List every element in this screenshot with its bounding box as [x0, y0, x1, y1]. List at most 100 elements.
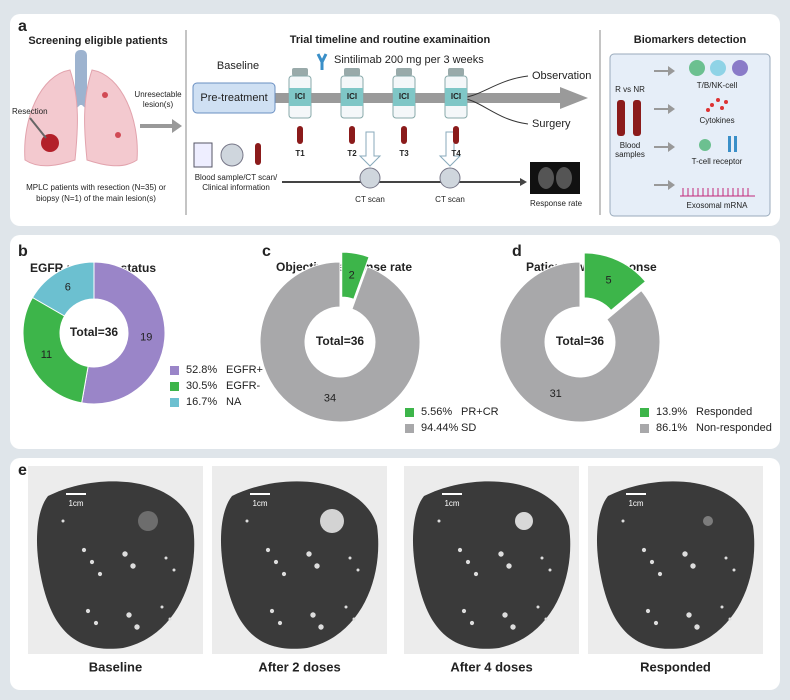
slice: [22, 296, 89, 404]
legend-swatch: [170, 366, 179, 375]
slice: [341, 251, 370, 300]
ct-vessel: [134, 624, 140, 630]
ct-vessel: [97, 571, 103, 577]
label: Unresectable: [134, 90, 182, 99]
ct-vessel: [89, 559, 95, 565]
tube: [633, 100, 641, 136]
ct-vessel: [649, 559, 655, 565]
ct-vessel: [81, 547, 87, 553]
ct-vessel: [732, 568, 736, 572]
label: Blood: [620, 141, 640, 150]
legend-label: Responded: [696, 406, 752, 418]
legend-percent: 94.44%: [421, 422, 459, 434]
ct-vessel: [348, 556, 352, 560]
legend-label: NA: [226, 396, 242, 408]
ct-icon: [439, 167, 461, 189]
section-title: Screening eligible patients: [28, 35, 167, 47]
ct-lung: [596, 481, 755, 649]
panel-letter: e: [18, 462, 27, 479]
ct-vessel: [657, 571, 663, 577]
vials: ICI T1 ICI T2 ICI T3 ICI T4: [288, 68, 468, 158]
timeline-arrow: [275, 87, 588, 109]
section-title: Trial timeline and routine examinaition: [290, 34, 491, 46]
ct-vessel: [281, 571, 287, 577]
label: CT scan: [435, 195, 465, 204]
ct-vessel: [277, 620, 283, 626]
ct-vessel: [273, 559, 279, 565]
down-arrows: [358, 131, 462, 167]
label: MPLC patients with resection (N=35) or: [26, 183, 166, 192]
legend-swatch: [405, 408, 414, 417]
label: Sintilimab 200 mg per 3 weeks: [334, 54, 484, 66]
vial-text: ICI: [451, 92, 461, 101]
label: Cytokines: [699, 116, 734, 125]
legend-swatch: [640, 408, 649, 417]
value-label: 5: [605, 275, 611, 287]
slice: [499, 261, 661, 423]
legend-percent: 16.7%: [186, 396, 217, 408]
slice: [81, 261, 166, 405]
ct-lesion: [515, 512, 533, 530]
tube: [401, 126, 407, 144]
vial-text: ICI: [347, 92, 357, 101]
box: [609, 53, 771, 217]
legend-percent: 86.1%: [656, 422, 687, 434]
ct-vessel: [465, 559, 471, 565]
legend-percent: 30.5%: [186, 380, 217, 392]
label: Pre-treatment: [200, 92, 267, 104]
ct-image-icon: [530, 162, 580, 194]
ct-vessel: [164, 556, 168, 560]
label: lesion(s): [143, 100, 174, 109]
legend-label: EGFR-: [226, 380, 261, 392]
image-label: Responded: [640, 659, 711, 674]
vial-label: [341, 88, 363, 106]
label: Resection: [12, 107, 48, 116]
panel-letter: a: [18, 18, 27, 35]
ct-vessel: [269, 608, 275, 614]
panel-letter: b: [18, 243, 28, 260]
vial-cap: [448, 68, 464, 76]
scale-label: 1cm: [252, 499, 267, 508]
tube: [453, 126, 459, 144]
value-label: 34: [324, 393, 336, 405]
antibody-icon: [316, 53, 328, 70]
ct-vessel: [344, 605, 348, 609]
ct-vessel: [540, 556, 544, 560]
ct-vessel: [473, 571, 479, 577]
ct-vessel: [352, 617, 356, 621]
ct-vessel: [245, 519, 249, 523]
cell-icons: [689, 60, 748, 152]
vial-label: [289, 88, 311, 106]
scale-label: 1cm: [628, 499, 643, 508]
value-label: 11: [41, 349, 52, 361]
label: Exosomal mRNA: [687, 201, 749, 210]
ct-vessel: [498, 551, 504, 557]
legend-percent: 52.8%: [186, 364, 217, 376]
label: Surgery: [532, 118, 571, 130]
legend-swatch: [640, 424, 649, 433]
vial-cap: [396, 68, 412, 76]
ct-icon: [359, 167, 381, 189]
timepoint: T3: [399, 149, 409, 158]
center-label: Total=36: [316, 334, 364, 348]
vial-text: ICI: [295, 92, 305, 101]
legend-label: SD: [461, 422, 476, 434]
ct-vessel: [548, 568, 552, 572]
section-title: Biomarkers detection: [634, 34, 747, 46]
arrowhead: [520, 178, 527, 186]
ct-vessel: [172, 568, 176, 572]
ct-vessel: [544, 617, 548, 621]
label: Baseline: [217, 60, 259, 72]
label: samples: [615, 150, 645, 159]
image-label: After 4 doses: [450, 659, 532, 674]
center-label: Total=36: [556, 334, 604, 348]
ct-vessel: [724, 556, 728, 560]
ct-vessel: [160, 605, 164, 609]
image-label: After 2 doses: [258, 659, 340, 674]
box: [192, 82, 276, 114]
ct-lesion: [138, 511, 158, 531]
ct-vessel: [306, 551, 312, 557]
slice: [583, 252, 647, 312]
ct-vessel: [93, 620, 99, 626]
